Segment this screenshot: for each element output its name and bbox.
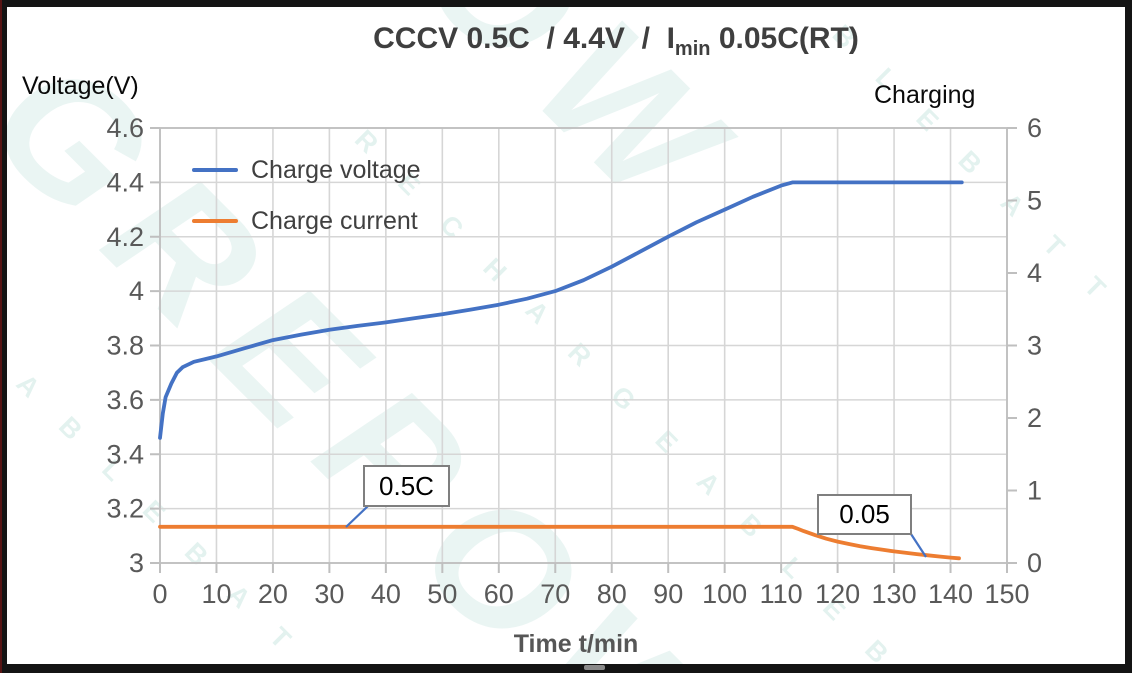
- x-axis-title: Time t/min: [513, 630, 639, 658]
- y-left-tick-label: 3.2: [106, 494, 144, 524]
- legend: Charge voltage Charge current: [192, 153, 421, 255]
- annotation-cutoff-current: 0.05: [817, 494, 912, 535]
- charge-voltage-swatch: [192, 168, 238, 172]
- frame-border-top: [0, 0, 1132, 7]
- y-right-tick-label: 6: [1027, 113, 1042, 143]
- x-tick-label: 20: [258, 579, 288, 609]
- y-left-tick-label: 3.6: [106, 385, 144, 415]
- y-left-tick-label: 4: [129, 276, 144, 306]
- x-tick-label: 60: [484, 579, 514, 609]
- chart-title-text: CCCV 0.5C / 4.4V / I: [373, 22, 675, 55]
- x-tick-label: 50: [427, 579, 457, 609]
- y-right-tick-label: 4: [1027, 258, 1042, 288]
- y-left-tick-label: 3.4: [106, 439, 144, 469]
- y-left-tick-label: 4.2: [106, 222, 144, 252]
- x-tick-label: 100: [702, 579, 747, 609]
- chart-title-text: 0.05C(RT): [710, 22, 859, 55]
- annotation-constant-current: 0.5C: [363, 465, 450, 507]
- x-tick-label: 90: [653, 579, 683, 609]
- y-right-tick-label: 1: [1027, 476, 1042, 506]
- y-right-tick-label: 3: [1027, 331, 1042, 361]
- chart-title: CCCV 0.5C / 4.4V / Imin 0.05C(RT): [0, 22, 1132, 61]
- x-tick-label: 130: [872, 579, 917, 609]
- y-left-tick-label: 3.8: [106, 331, 144, 361]
- x-tick-label: 0: [152, 579, 167, 609]
- legend-item-charge-current: Charge current: [192, 204, 421, 238]
- y-left-axis-title: Voltage(V): [22, 72, 139, 100]
- y-right-axis-title: Charging: [874, 81, 976, 109]
- annotation-leader-line: [910, 533, 927, 558]
- legend-label-charge-voltage: Charge voltage: [251, 155, 421, 184]
- x-tick-label: 140: [928, 579, 973, 609]
- x-tick-label: 110: [760, 579, 803, 609]
- frame-border-left: [0, 0, 7, 673]
- y-right-tick-label: 0: [1027, 548, 1042, 578]
- x-tick-label: 10: [201, 579, 231, 609]
- charge-current-swatch: [192, 219, 238, 223]
- y-right-tick-label: 2: [1027, 403, 1042, 433]
- frame-border-right: [1125, 0, 1132, 673]
- chart-title-subscript: min: [674, 38, 711, 60]
- legend-label-charge-current: Charge current: [251, 206, 418, 235]
- x-tick-label: 150: [984, 579, 1029, 609]
- charge-voltage-line: [158, 180, 964, 440]
- y-left-tick-label: 3: [129, 548, 144, 578]
- y-left-tick-label: 4.4: [106, 167, 144, 197]
- charge-current-line: [158, 524, 961, 561]
- x-tick-label: 40: [371, 579, 401, 609]
- x-tick-label: 120: [815, 579, 860, 609]
- x-tick-label: 80: [597, 579, 627, 609]
- x-tick-label: 70: [540, 579, 570, 609]
- left-edge-accent: [0, 0, 2, 673]
- frame-border-bottom: [0, 664, 1132, 673]
- x-tick-label: 30: [314, 579, 344, 609]
- bottom-edge-mark: [584, 665, 605, 670]
- annotation-leader-line: [345, 505, 369, 528]
- legend-item-charge-voltage: Charge voltage: [192, 153, 421, 187]
- y-right-tick-label: 5: [1027, 186, 1042, 216]
- y-left-tick-label: 4.6: [106, 113, 144, 143]
